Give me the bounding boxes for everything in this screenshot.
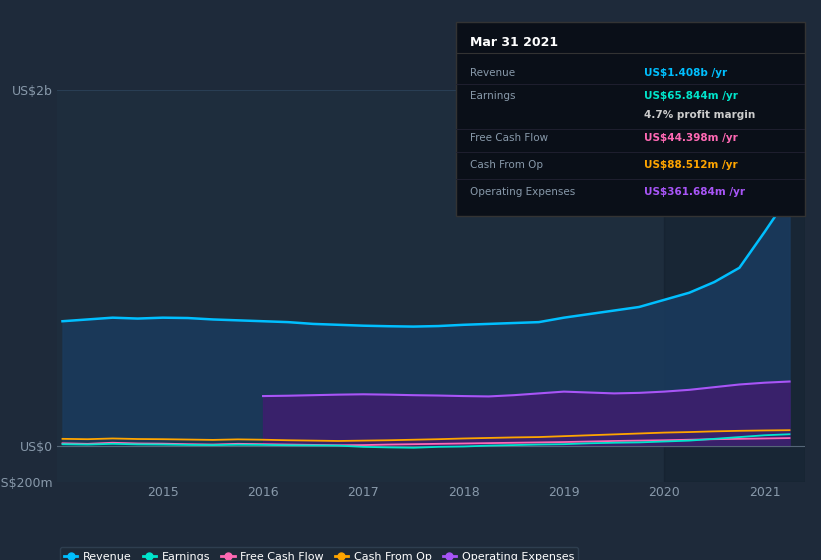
Text: US$1.408b /yr: US$1.408b /yr: [644, 68, 727, 78]
FancyBboxPatch shape: [456, 22, 805, 216]
Text: Earnings: Earnings: [470, 91, 515, 101]
Bar: [664, 90, 805, 482]
Text: Revenue: Revenue: [470, 68, 515, 78]
Legend: Revenue, Earnings, Free Cash Flow, Cash From Op, Operating Expenses: Revenue, Earnings, Free Cash Flow, Cash …: [59, 547, 579, 560]
Text: US$65.844m /yr: US$65.844m /yr: [644, 91, 738, 101]
Text: US$44.398m /yr: US$44.398m /yr: [644, 133, 738, 143]
Text: Free Cash Flow: Free Cash Flow: [470, 133, 548, 143]
Text: US$361.684m /yr: US$361.684m /yr: [644, 188, 745, 198]
Text: Operating Expenses: Operating Expenses: [470, 188, 575, 198]
Text: US$88.512m /yr: US$88.512m /yr: [644, 160, 738, 170]
Text: Mar 31 2021: Mar 31 2021: [470, 36, 557, 49]
Text: 4.7% profit margin: 4.7% profit margin: [644, 110, 755, 120]
Text: Cash From Op: Cash From Op: [470, 160, 543, 170]
